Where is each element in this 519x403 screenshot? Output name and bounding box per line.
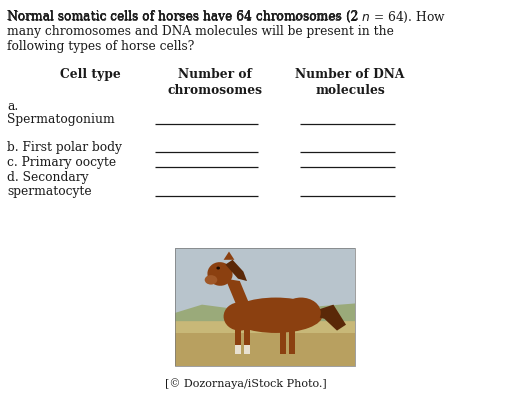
Ellipse shape [229,297,323,333]
Ellipse shape [224,302,256,330]
Polygon shape [224,251,235,260]
Text: a.: a. [7,100,18,113]
Text: Number of
chromosomes: Number of chromosomes [168,68,263,97]
Text: Normal somatic cells of horses have 64 chromosomes (2: Normal somatic cells of horses have 64 c… [7,10,362,23]
Polygon shape [225,279,251,307]
Polygon shape [225,260,247,281]
Ellipse shape [204,275,217,285]
FancyBboxPatch shape [235,328,241,354]
FancyBboxPatch shape [235,345,241,354]
Text: Normal somatic cells of horses have 64 chromosomes (2: Normal somatic cells of horses have 64 c… [7,10,362,23]
Ellipse shape [216,267,220,270]
FancyBboxPatch shape [289,328,295,354]
Text: Cell type: Cell type [60,68,120,81]
Text: Normal somatic cells of horses have 64 chromosomes (2 $n$ = 64). How: Normal somatic cells of horses have 64 c… [7,10,446,25]
Text: c. Primary oocyte: c. Primary oocyte [7,156,116,169]
Text: spermatocyte: spermatocyte [7,185,92,198]
Polygon shape [175,302,355,321]
Text: Number of DNA
molecules: Number of DNA molecules [295,68,405,97]
FancyBboxPatch shape [175,333,355,366]
Text: d. Secondary: d. Secondary [7,171,89,184]
FancyBboxPatch shape [244,328,250,354]
FancyBboxPatch shape [175,321,355,366]
FancyBboxPatch shape [175,248,355,321]
Text: following types of horse cells?: following types of horse cells? [7,40,195,53]
Text: many chromosomes and DNA molecules will be present in the: many chromosomes and DNA molecules will … [7,25,394,38]
FancyBboxPatch shape [244,345,250,354]
Polygon shape [316,305,346,330]
Text: Spermatogonium: Spermatogonium [7,113,115,126]
Text: b. First polar body: b. First polar body [7,141,122,154]
FancyBboxPatch shape [280,328,285,354]
Ellipse shape [208,262,233,286]
Ellipse shape [281,297,321,328]
Text: [© Dozornaya/iStock Photo.]: [© Dozornaya/iStock Photo.] [165,378,327,389]
